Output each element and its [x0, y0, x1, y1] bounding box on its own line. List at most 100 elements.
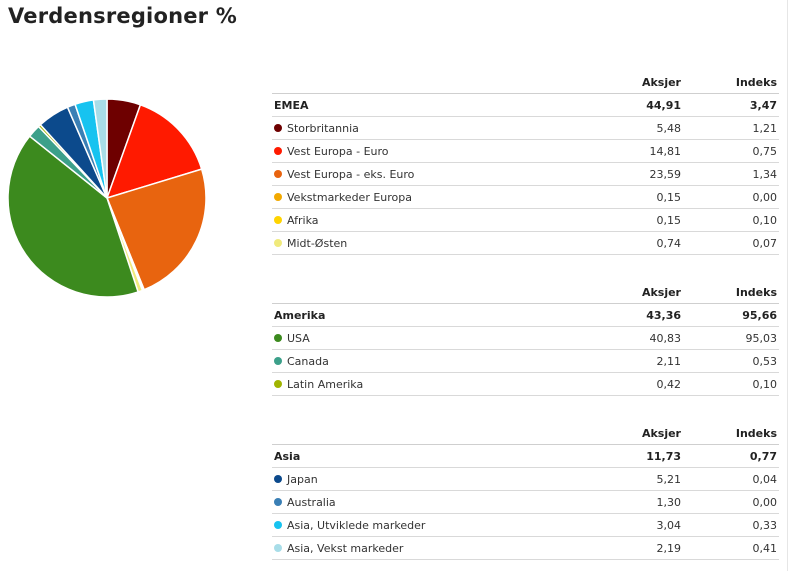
legend-dot-icon	[274, 334, 282, 342]
row-label: Latin Amerika	[287, 377, 364, 391]
legend-dot-icon	[274, 170, 282, 178]
legend-dot-icon	[274, 357, 282, 365]
pie-slice-vest-europa-euro[interactable]	[106, 104, 203, 199]
row-aksjer: 0,74	[656, 236, 682, 250]
row-aksjer: 2,11	[656, 354, 682, 368]
region-table-asia: Aksjer Indeks Asia 11,73 0,77 Japan 5,21 0,04 Au…	[272, 422, 779, 560]
row-label: Storbritannia	[287, 121, 359, 135]
row-indeks: 0,75	[752, 144, 778, 158]
row-name: Japan	[272, 473, 595, 486]
row-indeks: 0,33	[752, 518, 778, 532]
header-aksjer: Aksjer	[641, 426, 681, 440]
row-label: Australia	[287, 495, 336, 509]
row-name: Midt-Østen	[272, 237, 595, 250]
row-aksjer: 0,15	[656, 190, 682, 204]
region-table-emea: Aksjer Indeks EMEA 44,91 3,47 Storbritannia 5,…	[272, 71, 779, 255]
pie-slice-usa[interactable]	[7, 135, 139, 298]
legend-dot-icon	[274, 239, 282, 247]
table-row: Asia, Utviklede markeder 3,04 0,33	[272, 514, 779, 537]
row-indeks: 0,53	[752, 354, 778, 368]
legend-dot-icon	[274, 193, 282, 201]
row-name: Afrika	[272, 214, 595, 227]
legend-dot-icon	[274, 380, 282, 388]
row-aksjer: 14,81	[649, 144, 682, 158]
row-aksjer: 40,83	[649, 331, 682, 345]
row-label: Midt-Østen	[287, 236, 348, 250]
region-table-amerika: Aksjer Indeks Amerika 43,36 95,66 USA 40,83 95,…	[272, 281, 779, 396]
pie-slice-asia-vekst-markeder[interactable]	[92, 98, 108, 199]
row-label: Vest Europa - Euro	[287, 144, 389, 158]
table-row: USA 40,83 95,03	[272, 327, 779, 350]
row-indeks: 95,03	[745, 331, 778, 345]
table-row: Japan 5,21 0,04	[272, 468, 779, 491]
row-indeks: 0,10	[752, 213, 778, 227]
group-name: EMEA	[274, 98, 309, 112]
row-aksjer: 5,21	[656, 472, 682, 486]
table-header-row: Aksjer Indeks	[272, 281, 779, 304]
row-indeks: 0,00	[752, 495, 778, 509]
table-row: Vest Europa - eks. Euro 23,59 1,34	[272, 163, 779, 186]
row-indeks: 0,04	[752, 472, 778, 486]
header-indeks: Indeks	[735, 426, 777, 440]
table-row: Latin Amerika 0,42 0,10	[272, 373, 779, 396]
row-aksjer: 2,19	[656, 541, 682, 555]
row-label: Vekstmarkeder Europa	[287, 190, 413, 204]
row-name: Vekstmarkeder Europa	[272, 191, 595, 204]
row-indeks: 1,21	[752, 121, 778, 135]
group-aksjer: 44,91	[646, 98, 681, 112]
row-aksjer: 0,42	[656, 377, 682, 391]
row-name: Storbritannia	[272, 122, 595, 135]
pie-chart	[7, 98, 207, 298]
row-indeks: 0,10	[752, 377, 778, 391]
row-name: Vest Europa - eks. Euro	[272, 168, 595, 181]
legend-dot-icon	[274, 498, 282, 506]
group-indeks: 95,66	[742, 308, 777, 322]
header-aksjer: Aksjer	[641, 285, 681, 299]
row-label: Japan	[287, 472, 318, 486]
group-indeks: 3,47	[749, 98, 777, 112]
table-row: Australia 1,30 0,00	[272, 491, 779, 514]
row-label: Asia, Vekst markeder	[287, 541, 404, 555]
legend-dot-icon	[274, 147, 282, 155]
table-row: Storbritannia 5,48 1,21	[272, 117, 779, 140]
row-name: USA	[272, 332, 595, 345]
table-row: Vest Europa - Euro 14,81 0,75	[272, 140, 779, 163]
group-indeks: 0,77	[749, 449, 777, 463]
group-row: Amerika 43,36 95,66	[272, 304, 779, 327]
group-name: Amerika	[274, 308, 326, 322]
region-tables: Aksjer Indeks EMEA 44,91 3,47 Storbritannia 5,…	[272, 71, 779, 586]
row-label: Vest Europa - eks. Euro	[287, 167, 415, 181]
legend-dot-icon	[274, 124, 282, 132]
row-name: Canada	[272, 355, 595, 368]
page-title: Verdensregioner %	[8, 4, 237, 28]
header-indeks: Indeks	[735, 285, 777, 299]
table-header-row: Aksjer Indeks	[272, 422, 779, 445]
group-row: EMEA 44,91 3,47	[272, 94, 779, 117]
table-header-row: Aksjer Indeks	[272, 71, 779, 94]
legend-dot-icon	[274, 544, 282, 552]
row-label: Canada	[287, 354, 329, 368]
group-row: Asia 11,73 0,77	[272, 445, 779, 468]
group-name: Asia	[274, 449, 301, 463]
pie-slice-vest-europa-eks-euro[interactable]	[106, 168, 207, 291]
row-name: Latin Amerika	[272, 378, 595, 391]
row-aksjer: 1,30	[656, 495, 682, 509]
legend-dot-icon	[274, 475, 282, 483]
row-indeks: 0,41	[752, 541, 778, 555]
row-name: Asia, Vekst markeder	[272, 542, 595, 555]
legend-dot-icon	[274, 521, 282, 529]
legend-dot-icon	[274, 216, 282, 224]
row-label: Afrika	[287, 213, 319, 227]
table-row: Midt-Østen 0,74 0,07	[272, 232, 779, 255]
row-name: Vest Europa - Euro	[272, 145, 595, 158]
row-indeks: 0,07	[752, 236, 778, 250]
row-indeks: 1,34	[752, 167, 778, 181]
row-label: USA	[287, 331, 310, 345]
table-row: Canada 2,11 0,53	[272, 350, 779, 373]
row-aksjer: 3,04	[656, 518, 682, 532]
row-aksjer: 0,15	[656, 213, 682, 227]
table-row: Afrika 0,15 0,10	[272, 209, 779, 232]
group-aksjer: 43,36	[646, 308, 681, 322]
table-row: Asia, Vekst markeder 2,19 0,41	[272, 537, 779, 560]
header-aksjer: Aksjer	[641, 75, 681, 89]
